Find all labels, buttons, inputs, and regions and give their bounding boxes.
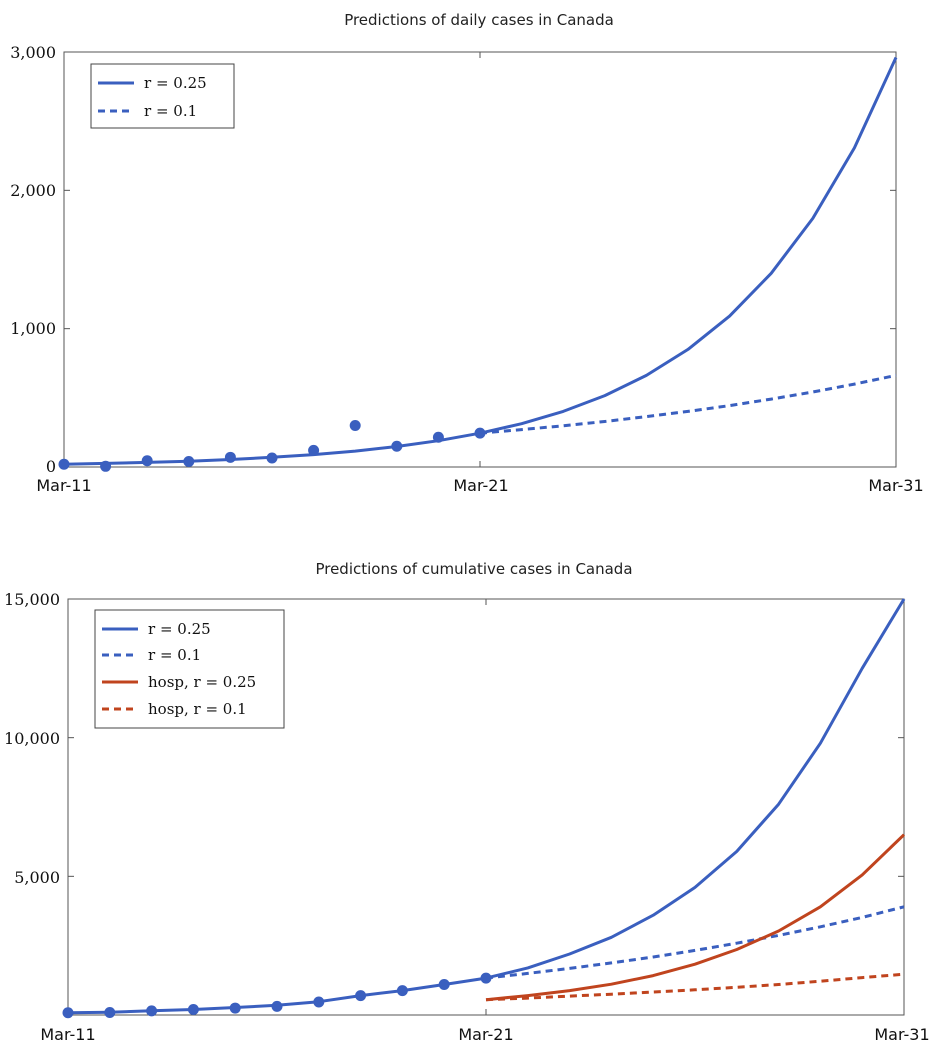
x-tick-label: Mar-31 [874,1025,929,1044]
daily-cases-chart: Predictions of daily cases in Canada 0 1… [10,11,923,495]
data-point [432,431,444,443]
data-point [308,444,320,456]
data-point [100,460,112,472]
y-tick-label: 1,000 [10,319,56,338]
data-series [58,56,898,472]
legend-label: r = 0.25 [148,620,211,638]
series-line-dashed [485,905,905,980]
series-line-dashed [479,373,897,435]
legend-box [90,63,235,129]
data-point [104,1007,116,1019]
data-point [183,455,195,467]
series-line-solid [485,833,906,1002]
data-point [266,452,278,464]
data-point [141,455,153,467]
data-point [224,451,236,463]
legend: r = 0.25 r = 0.1 hosp, r = 0.25 hosp, r … [94,609,285,729]
x-tick-label: Mar-11 [36,476,91,495]
data-point [58,458,70,470]
legend-label: r = 0.1 [148,646,201,664]
x-tick-labels: Mar-11 Mar-21 Mar-31 [36,476,923,495]
y-tick-label: 10,000 [4,729,60,748]
legend-label: r = 0.1 [144,102,197,120]
y-tick-label: 2,000 [10,181,56,200]
data-series [62,598,906,1019]
y-tick-label: 15,000 [4,590,60,609]
data-point [355,990,367,1002]
data-point [480,972,492,984]
chart-title: Predictions of cumulative cases in Canad… [315,560,632,578]
legend-label: hosp, r = 0.1 [148,700,247,718]
data-point [391,440,403,452]
data-point [62,1007,74,1019]
legend-label: hosp, r = 0.25 [148,673,256,691]
data-point [438,978,450,990]
series-line-dashed [485,972,905,1002]
data-point [474,427,486,439]
cumulative-cases-chart: Predictions of cumulative cases in Canad… [4,560,930,1044]
y-tick-label: 5,000 [14,868,60,887]
x-tick-label: Mar-11 [40,1025,95,1044]
y-tick-labels: 0 1,000 2,000 3,000 [10,43,56,476]
x-tick-label: Mar-21 [458,1025,513,1044]
y-tick-label: 0 [46,457,56,476]
data-point [349,420,361,431]
data-point [313,996,325,1008]
data-point [396,985,408,997]
data-point [271,1000,283,1012]
y-tick-label: 3,000 [10,43,56,62]
data-point [146,1005,158,1017]
legend-label: r = 0.25 [144,74,207,92]
chart-title: Predictions of daily cases in Canada [344,11,614,29]
data-point [187,1003,199,1015]
x-tick-label: Mar-31 [868,476,923,495]
data-point [229,1002,241,1014]
legend: r = 0.25 r = 0.1 [90,63,235,129]
x-tick-labels: Mar-11 Mar-21 Mar-31 [40,1025,929,1044]
x-tick-label: Mar-21 [453,476,508,495]
y-tick-labels: 5,000 10,000 15,000 [4,590,60,887]
